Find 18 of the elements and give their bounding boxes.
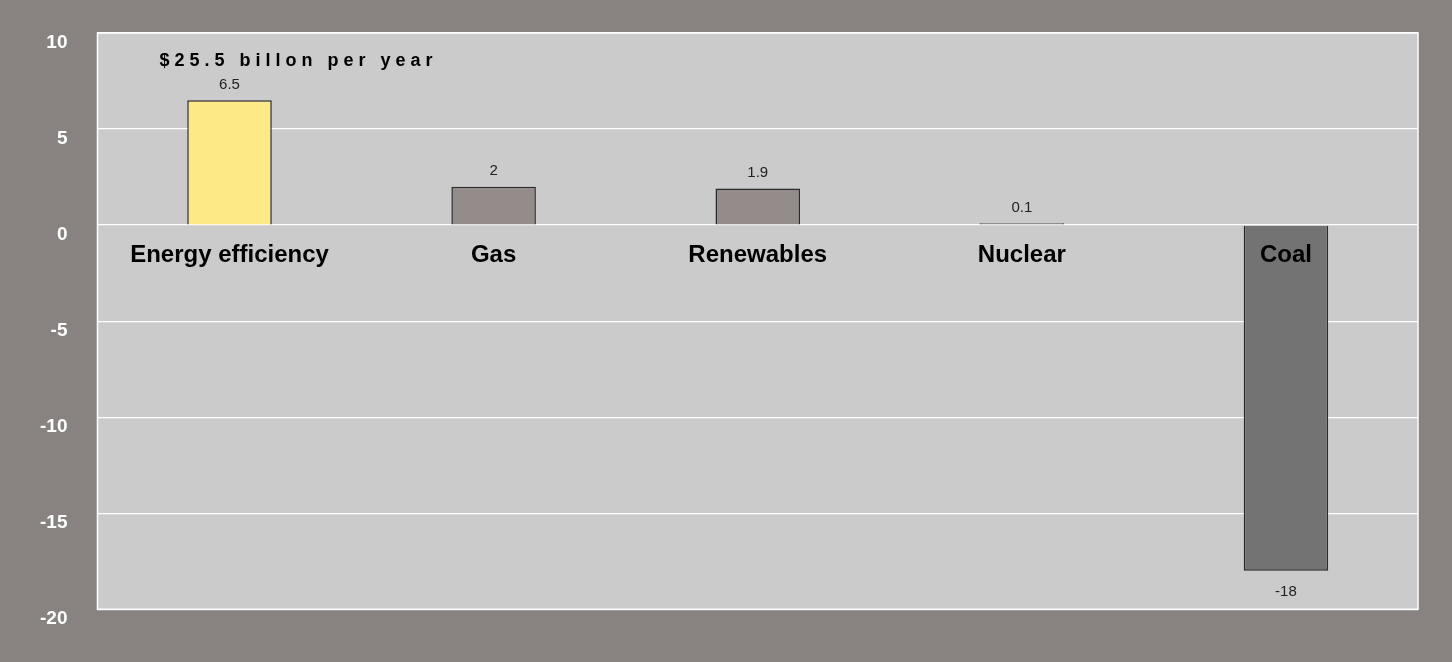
text: $25.5 billon per year bbox=[159, 49, 438, 70]
data-label: 2 bbox=[489, 161, 498, 179]
data-label: -18 bbox=[1275, 582, 1297, 600]
y-tick-label: -10 bbox=[39, 414, 68, 436]
x-tick-label: Nuclear bbox=[977, 239, 1066, 267]
y-tick-label: 0 bbox=[56, 222, 68, 244]
y-tick-label: -15 bbox=[39, 510, 68, 532]
y-tick-label: 10 bbox=[46, 30, 68, 52]
x-tick-label: Coal bbox=[1259, 239, 1312, 267]
data-label: 6.5 bbox=[219, 74, 240, 92]
y-tick-label: -20 bbox=[39, 606, 68, 628]
data-label: 1.9 bbox=[747, 163, 769, 181]
y-tick-label: 5 bbox=[56, 126, 68, 148]
x-tick-label: Gas bbox=[470, 239, 517, 267]
data-label: 0.1 bbox=[1011, 197, 1033, 215]
x-tick-label: Energy efficiency bbox=[130, 239, 330, 267]
x-tick-label: Renewables bbox=[688, 239, 828, 267]
y-tick-label: -5 bbox=[50, 318, 68, 340]
